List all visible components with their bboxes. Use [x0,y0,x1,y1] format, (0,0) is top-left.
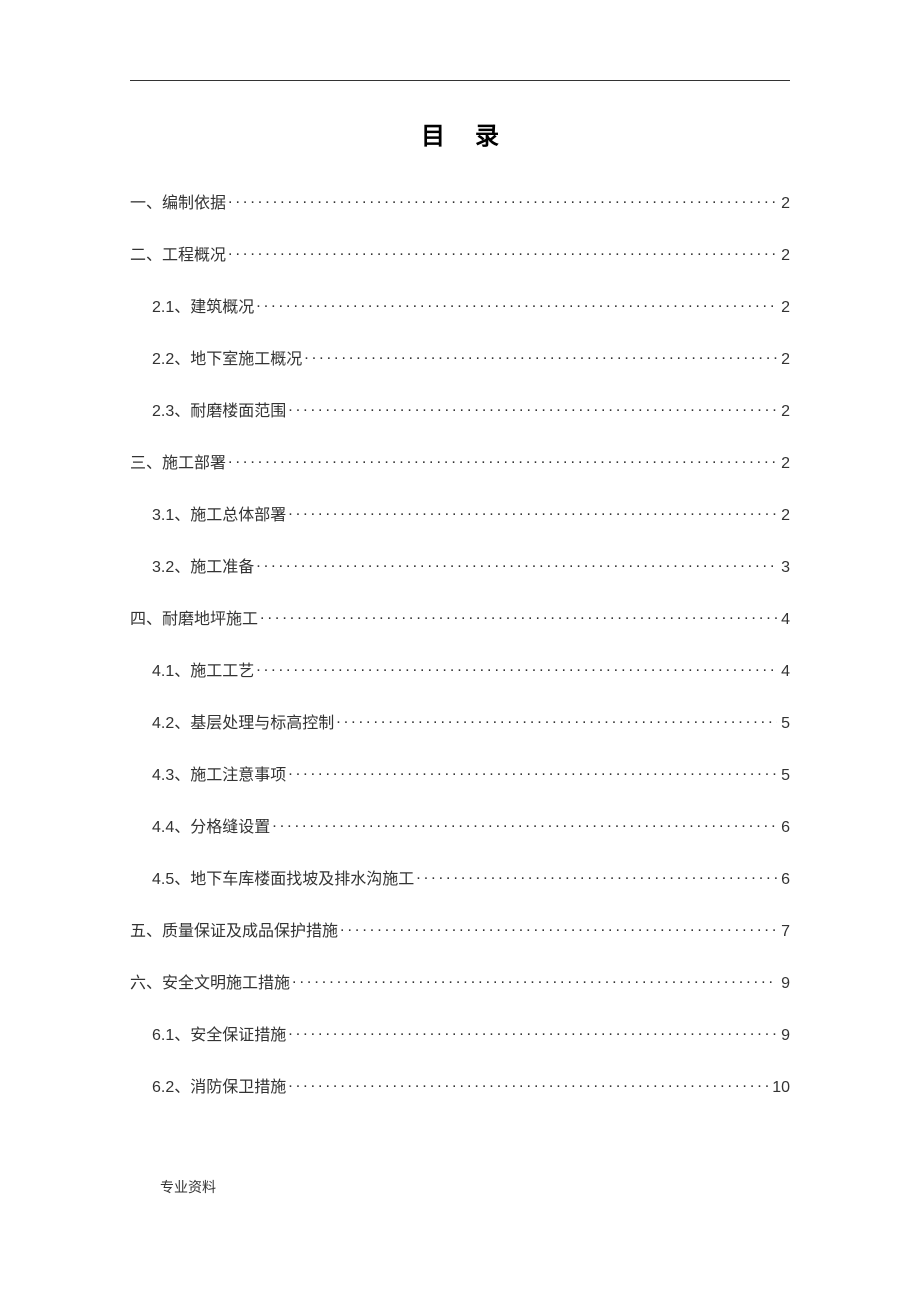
toc-dots [340,920,777,936]
toc-label: 4.3、施工注意事项 [152,761,286,785]
toc-label: 四、耐磨地坪施工 [130,605,258,629]
toc-page: 4 [779,611,790,629]
toc-dots [416,868,777,884]
toc-dots [288,1076,768,1092]
toc-entry: 4.1、施工工艺 4 [130,657,790,681]
toc-label: 2.2、地下室施工概况 [152,345,302,369]
toc-entry: 4.3、施工注意事项 5 [130,761,790,785]
toc-label: 3.1、施工总体部署 [152,501,286,525]
toc-dots [256,660,777,676]
toc-entry: 二、工程概况 2 [130,241,790,265]
toc-page: 9 [779,1027,790,1045]
toc-entry: 2.2、地下室施工概况 2 [130,345,790,369]
toc-page: 2 [779,507,790,525]
toc-entry: 6.2、消防保卫措施 10 [130,1073,790,1097]
toc-label: 6.2、消防保卫措施 [152,1073,286,1097]
toc-dots [228,192,777,208]
header-divider [130,80,790,81]
footer-text: 专业资料 [160,1177,216,1197]
toc-entry: 五、质量保证及成品保护措施 7 [130,917,790,941]
toc-page: 2 [779,403,790,421]
toc-entry: 3.2、施工准备 3 [130,553,790,577]
toc-page: 6 [779,871,790,889]
toc-page: 2 [779,247,790,265]
toc-dots [288,1024,777,1040]
toc-entry: 三、施工部署 2 [130,449,790,473]
toc-label: 4.1、施工工艺 [152,657,254,681]
toc-page: 5 [779,767,790,785]
toc-page: 7 [779,923,790,941]
toc-page: 10 [770,1079,790,1097]
toc-entry: 3.1、施工总体部署 2 [130,501,790,525]
toc-label: 六、安全文明施工措施 [130,969,290,993]
toc-label: 2.3、耐磨楼面范围 [152,397,286,421]
toc-entry: 四、耐磨地坪施工 4 [130,605,790,629]
toc-page: 9 [779,975,790,993]
toc-entry: 2.3、耐磨楼面范围 2 [130,397,790,421]
toc-label: 3.2、施工准备 [152,553,254,577]
toc-dots [304,348,777,364]
toc-dots [288,764,777,780]
toc-dots [272,816,777,832]
toc-entry: 六、安全文明施工措施 9 [130,969,790,993]
toc-dots [228,244,777,260]
toc-label: 4.5、地下车库楼面找坡及排水沟施工 [152,865,414,889]
toc-entry: 6.1、安全保证措施 9 [130,1021,790,1045]
toc-dots [260,608,777,624]
toc-dots [256,556,777,572]
toc-entry: 2.1、建筑概况 2 [130,293,790,317]
toc-page: 2 [779,455,790,473]
toc-dots [336,712,777,728]
toc-entry: 4.5、地下车库楼面找坡及排水沟施工 6 [130,865,790,889]
document-title: 目录 [130,116,790,151]
page-container: 目录 一、编制依据 2 二、工程概况 2 2.1、建筑概况 2 2.2、地下室施… [0,0,920,1165]
toc-label: 4.4、分格缝设置 [152,813,270,837]
toc-page: 3 [779,559,790,577]
toc-page: 2 [779,195,790,213]
toc-label: 三、施工部署 [130,449,226,473]
toc-entry: 4.2、基层处理与标高控制 5 [130,709,790,733]
toc-page: 2 [779,299,790,317]
toc-label: 五、质量保证及成品保护措施 [130,917,338,941]
toc-page: 5 [779,715,790,733]
table-of-contents: 一、编制依据 2 二、工程概况 2 2.1、建筑概况 2 2.2、地下室施工概况… [130,189,790,1097]
toc-page: 6 [779,819,790,837]
toc-page: 4 [779,663,790,681]
toc-entry: 一、编制依据 2 [130,189,790,213]
toc-entry: 4.4、分格缝设置 6 [130,813,790,837]
toc-dots [288,400,777,416]
toc-label: 一、编制依据 [130,189,226,213]
toc-label: 4.2、基层处理与标高控制 [152,709,334,733]
toc-dots [288,504,777,520]
toc-label: 二、工程概况 [130,241,226,265]
toc-dots [292,972,777,988]
toc-dots [256,296,777,312]
toc-dots [228,452,777,468]
toc-label: 2.1、建筑概况 [152,293,254,317]
toc-page: 2 [779,351,790,369]
toc-label: 6.1、安全保证措施 [152,1021,286,1045]
